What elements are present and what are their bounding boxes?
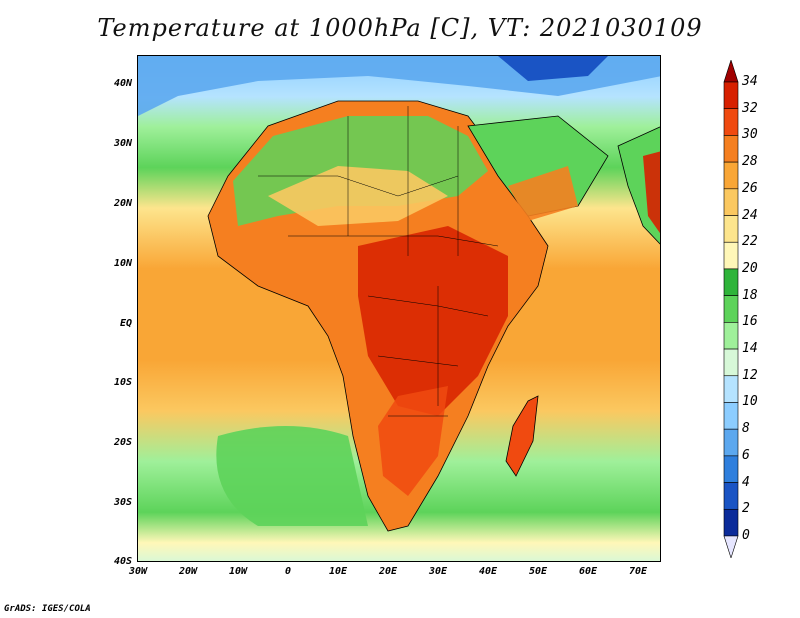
credit-text: GrADS: IGES/COLA [4,604,91,614]
colorbar-swatch [723,241,739,270]
colorbar-swatch [723,402,739,430]
colorbar [723,60,739,558]
colorbar-swatch [723,348,739,377]
colorbar-swatch [723,322,739,350]
lon-label-20w: 20W [178,566,198,577]
colorbar-tick-label: 2 [742,501,750,517]
south-atlantic-cool-region [216,426,368,526]
map-title: Temperature at 1000hPa [C], VT: 20210301… [97,14,703,42]
colorbar-tick-label: 20 [742,260,758,276]
colorbar-tick-label: 14 [742,341,758,357]
arabia-warm-region [508,166,578,221]
colorbar-tick-label: 18 [742,287,758,303]
colorbar-swatch [723,508,739,537]
colorbar-tick-label: 10 [742,394,758,410]
colorbar-tick-label: 32 [742,100,758,116]
colorbar-tick-label: 28 [742,154,758,170]
lon-label-0: 0 [284,566,292,577]
colorbar-swatch [723,375,739,403]
madagascar [505,395,539,477]
colorbar-tick-label: 8 [742,421,750,437]
lon-label-30e: 30E [428,566,448,577]
colorbar-tick-label: 30 [742,127,758,143]
lon-label-40e: 40E [478,566,498,577]
colorbar-swatch [723,188,739,216]
lat-label-20s: 20S [113,437,132,448]
lat-label-eq: EQ [119,318,132,329]
colorbar-tick-label: 24 [742,207,758,223]
colorbar-tick-label: 6 [742,447,750,463]
colorbar-tick-label: 0 [742,528,750,543]
colorbar-swatch [723,108,739,136]
lon-label-10w: 10W [228,566,248,577]
temperature-field [138,56,660,561]
colorbar-swatch [723,428,739,457]
lat-label-40s: 40S [113,556,132,567]
lat-label-10s: 10S [113,377,132,388]
colorbar-swatch [723,268,739,296]
colorbar-tick-label: 12 [742,367,758,383]
lon-label-50e: 50E [528,566,548,577]
lat-label-40n: 40N [113,78,132,89]
lon-label-20e: 20E [378,566,398,577]
hot-core-region [358,226,508,416]
colorbar-tick-label: 26 [742,180,758,196]
country-borders [258,106,499,417]
lon-label-10e: 10E [328,566,348,577]
colorbar-swatch [723,161,739,190]
lon-label-60e: 60E [578,566,598,577]
lat-label-30s: 30S [113,497,132,508]
colorbar-swatch [723,455,739,483]
colorbar-max-triangle [723,60,739,83]
colorbar-swatch [723,295,739,323]
colorbar-tick-label: 4 [742,474,750,490]
colorbar-swatch [723,482,739,510]
india-hot-region [643,151,660,234]
temperature-map [137,55,661,562]
lat-label-10n: 10N [113,258,132,269]
colorbar-swatch [723,215,739,243]
cold-region-north [498,56,608,81]
southern-africa-region [378,386,448,496]
colorbar-min-triangle [723,535,739,558]
colorbar-swatch [723,81,739,110]
colorbar-tick-label: 34 [742,74,758,89]
lat-label-30n: 30N [113,138,132,149]
colorbar-tick-label: 16 [742,314,758,330]
sahel-region [268,166,448,226]
lon-label-30w: 30W [128,566,148,577]
lat-label-20n: 20N [113,198,132,209]
colorbar-tick-label: 22 [742,234,758,250]
lon-label-70e: 70E [628,566,648,577]
colorbar-swatch [723,135,739,163]
